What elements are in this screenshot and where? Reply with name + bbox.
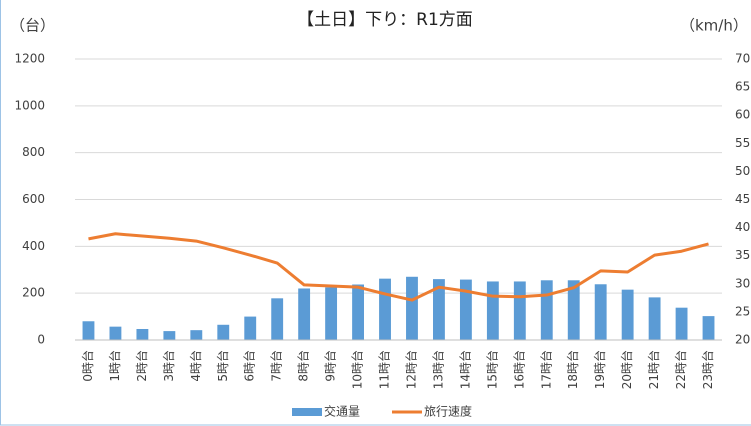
bar [513,281,526,340]
x-tick-label: 4時台 [188,350,203,382]
bar [271,298,284,340]
x-tick-label: 17時台 [538,350,553,389]
y2-tick-label: 55 [735,136,750,150]
legend-label: 交通量 [324,404,360,419]
bar [190,330,203,340]
bar [433,279,445,340]
bar [136,328,149,340]
bar [406,276,418,340]
x-tick-label: 13時台 [430,350,445,389]
bar [648,297,661,340]
bar [540,280,553,340]
x-tick-label: 23時台 [700,350,715,389]
y2-tick-label: 45 [735,192,750,206]
x-tick-label: 1時台 [107,350,122,382]
x-tick-label: 3時台 [161,350,176,382]
bar [702,316,715,340]
y2-tick-label: 50 [735,164,750,178]
bar [379,278,391,340]
x-tick-label: 16時台 [511,350,526,389]
bar [217,324,230,340]
line [88,232,709,302]
x-tick-label: 11時台 [377,350,392,389]
bar [675,307,688,340]
bar [163,331,176,340]
legend-swatch [292,408,322,416]
y-axis-label: （台） [10,17,55,35]
x-tick-label: 7時台 [269,350,284,382]
y-tick-label: 800 [22,145,45,159]
y-tick-label: 1200 [14,52,45,66]
x-tick-label: 2時台 [134,350,149,382]
y-tick-label: 600 [22,192,45,206]
bar [244,316,257,340]
x-tick-label: 15時台 [484,350,499,389]
x-tick-label: 12時台 [403,350,418,389]
bar [486,281,499,340]
x-tick-label: 19時台 [592,350,607,389]
x-tick-label: 14時台 [457,350,472,389]
bar [82,321,95,340]
y2-tick-label: 70 [735,52,750,66]
y2-tick-label: 35 [735,248,750,262]
y-tick-label: 200 [22,286,45,300]
x-tick-label: 20時台 [619,350,634,389]
legend-label: 旅行速度 [424,404,472,419]
bar [352,284,364,340]
bar [567,280,580,340]
y2-axis-label: （km/h） [680,17,748,35]
x-tick-label: 10時台 [350,350,365,389]
x-tick-label: 8時台 [296,350,311,382]
bar [298,288,311,340]
bar [109,326,122,340]
y2-tick-label: 25 [735,304,750,318]
x-tick-label: 5時台 [215,350,230,382]
y2-tick-label: 30 [735,276,750,290]
x-tick-label: 0時台 [80,350,95,382]
x-tick-label: 6時台 [242,350,257,382]
bar [325,287,338,340]
y-tick-label: 1000 [14,98,45,112]
y2-tick-label: 20 [735,333,750,347]
bar [621,289,634,340]
chart-title: 【土日】下り：R1方面 [297,10,473,30]
y2-tick-label: 40 [735,220,750,234]
y2-tick-label: 65 [735,80,750,94]
x-tick-label: 21時台 [646,350,661,389]
x-tick-label: 9時台 [323,350,338,382]
bar [594,284,607,340]
y-tick-label: 400 [22,239,45,253]
x-tick-label: 18時台 [565,350,580,389]
y2-tick-label: 60 [735,108,750,122]
bar [459,279,472,340]
x-tick-label: 22時台 [673,350,688,389]
y-tick-label: 0 [37,333,45,347]
